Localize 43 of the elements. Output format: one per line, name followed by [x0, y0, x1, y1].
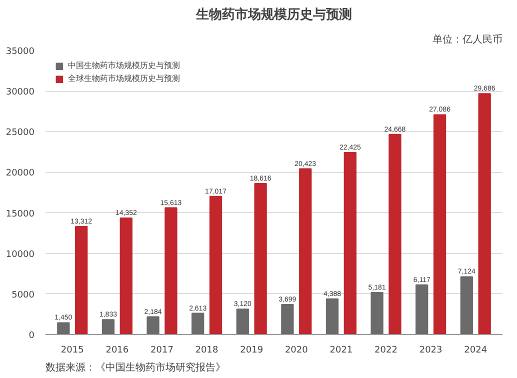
y-tick-label: 30000	[6, 88, 35, 98]
x-tick-label: 2017	[150, 346, 174, 356]
y-tick-label: 25000	[6, 128, 35, 138]
bar	[75, 226, 88, 334]
bar	[209, 196, 222, 334]
y-tick-label: 35000	[6, 47, 35, 57]
bar	[120, 218, 132, 334]
y-tick-label: 0	[28, 331, 35, 341]
bar	[102, 319, 115, 334]
bar	[254, 182, 267, 334]
bar	[57, 322, 70, 334]
bar	[370, 292, 384, 334]
chart-title: 生物药市场规模历史与预测	[195, 6, 352, 22]
y-tick-label: 10000	[6, 250, 35, 260]
x-tick-label: 2021	[330, 346, 353, 356]
bar	[281, 304, 294, 334]
y-tick-label: 5000	[12, 290, 35, 300]
bar	[192, 312, 204, 334]
x-tick-label: 2019	[240, 346, 264, 356]
legend-label: 全球生物药市场规模历史与预测	[68, 73, 180, 84]
y-tick-label: 20000	[6, 168, 35, 179]
x-tick-label: 2016	[106, 346, 129, 356]
x-tick-label: 2020	[284, 346, 308, 356]
legend-label: 中国生物药市场规模历史与预测	[68, 60, 180, 71]
x-tick-label: 2024	[464, 346, 488, 356]
x-tick-label: 2018	[195, 346, 219, 356]
bar	[416, 284, 428, 334]
source-note: 数据来源：《中国生物药市场研究报告》	[46, 362, 226, 374]
bar	[164, 207, 178, 334]
text: 单位：亿人民币	[432, 34, 502, 46]
bar	[299, 168, 312, 334]
bar	[236, 308, 249, 334]
x-tick-label: 2022	[374, 346, 398, 356]
bar	[460, 276, 473, 334]
y-tick-label: 15000	[6, 209, 35, 220]
x-tick-label: 2015	[60, 346, 84, 356]
bar	[478, 93, 491, 334]
bar	[146, 316, 160, 334]
bar	[388, 134, 402, 334]
bar	[344, 152, 356, 334]
bar	[326, 298, 339, 334]
bar	[433, 114, 446, 334]
x-tick-label: 2023	[419, 346, 442, 356]
